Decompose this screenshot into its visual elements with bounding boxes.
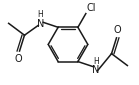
Text: N: N — [37, 19, 44, 29]
Text: H: H — [37, 10, 43, 19]
Text: N: N — [92, 65, 99, 75]
Text: Cl: Cl — [87, 3, 96, 13]
Text: O: O — [114, 25, 121, 35]
Text: H: H — [93, 57, 99, 66]
Text: O: O — [15, 54, 22, 64]
